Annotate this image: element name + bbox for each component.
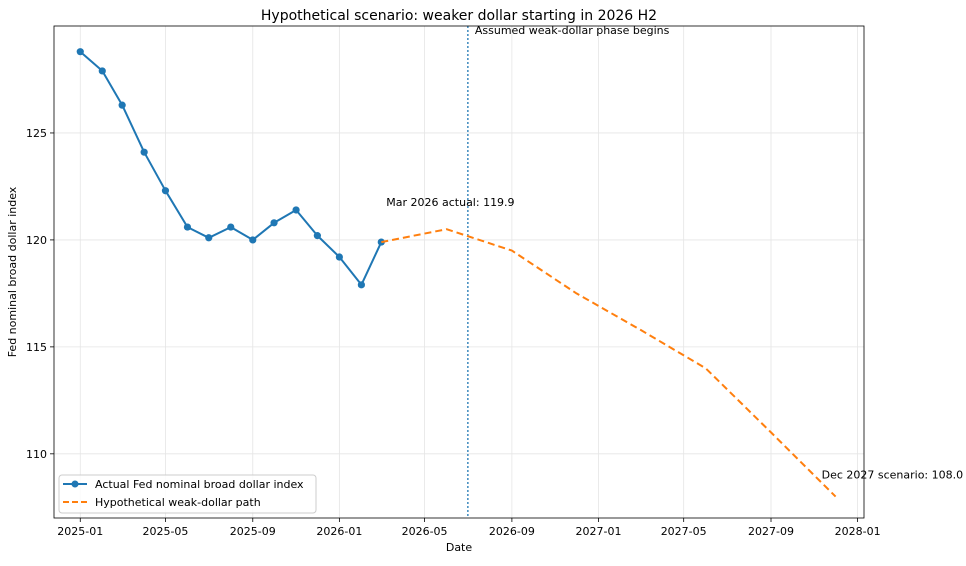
x-tick-label: 2027-09 (748, 525, 794, 538)
legend-box (58, 474, 317, 514)
y-axis-label: Fed nominal broad dollar index (6, 186, 19, 357)
data-point (140, 148, 148, 156)
annotations: Mar 2026 actual: 119.9 Dec 2027 scenario:… (386, 196, 963, 482)
data-point (118, 101, 126, 109)
data-point (270, 219, 278, 227)
data-point (357, 281, 365, 289)
series-line-1 (381, 228, 837, 498)
data-point (98, 67, 106, 75)
data-point (227, 223, 235, 231)
legend-marker-actual (71, 480, 79, 488)
data-point (205, 234, 213, 242)
series-layer (76, 48, 837, 498)
data-point (335, 253, 343, 261)
chart-title: Hypothetical scenario: weaker dollar sta… (261, 8, 657, 24)
phase-start-label: Assumed weak-dollar phase begins (475, 24, 670, 37)
annotation-label: Dec 2027 scenario: 108.0 (822, 469, 964, 482)
x-tick-label: 2025-05 (142, 525, 188, 538)
x-tick-label: 2027-05 (661, 525, 707, 538)
y-tick-label: 115 (26, 341, 47, 354)
x-tick-label: 2026-05 (402, 525, 448, 538)
y-tick-label: 110 (26, 448, 47, 461)
data-point (76, 48, 84, 56)
plot-frame (53, 25, 865, 519)
data-point (377, 238, 385, 246)
x-tick-label: 2025-01 (57, 525, 103, 538)
x-tick-label: 2028-01 (835, 525, 881, 538)
data-point (249, 236, 257, 244)
data-point (183, 223, 192, 231)
annotation-label: Mar 2026 actual: 119.9 (386, 196, 514, 209)
data-point (313, 232, 321, 240)
x-tick-label: 2026-01 (316, 525, 362, 538)
legend: Actual Fed nominal broad dollar index Hy… (58, 474, 317, 514)
legend-label-hypothetical: Hypothetical weak-dollar path (95, 496, 261, 509)
reference-line-layer: Assumed weak-dollar phase begins (467, 24, 670, 518)
x-tick-label: 2025-09 (230, 525, 276, 538)
axes: 2025-01 2025-05 2025-09 2026-01 2026-05 2026-… (26, 127, 881, 538)
y-tick-label: 125 (26, 127, 47, 140)
y-tick-label: 120 (26, 234, 47, 247)
data-point (161, 187, 170, 195)
x-tick-label: 2026-09 (489, 525, 535, 538)
legend-label-actual: Actual Fed nominal broad dollar index (95, 478, 304, 491)
x-tick-label: 2027-01 (576, 525, 622, 538)
grid (54, 26, 864, 518)
data-point (292, 206, 300, 214)
x-axis-label: Date (446, 541, 473, 554)
